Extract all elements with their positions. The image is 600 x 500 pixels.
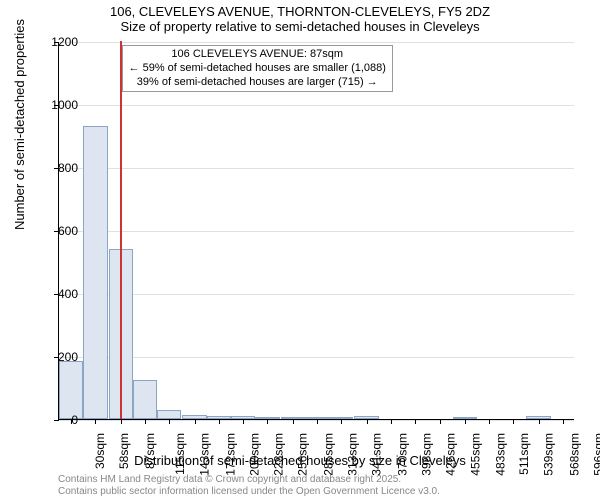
xtick-mark (317, 419, 318, 424)
xtick-label: 87sqm (143, 433, 157, 469)
xtick-mark (563, 419, 564, 424)
xtick-mark (293, 419, 294, 424)
xtick-label: 398sqm (420, 433, 434, 476)
xtick-label: 568sqm (567, 433, 581, 476)
title-block: 106, CLEVELEYS AVENUE, THORNTON-CLEVELEY… (0, 0, 600, 34)
xtick-label: 285sqm (321, 433, 335, 476)
xtick-label: 370sqm (395, 433, 409, 476)
xtick-label: 115sqm (173, 433, 187, 475)
property-infobox: 106 CLEVELEYS AVENUE: 87sqm ← 59% of sem… (122, 45, 393, 92)
xtick-label: 200sqm (248, 433, 262, 476)
xtick-label: 341sqm (370, 433, 384, 476)
ytick-label: 400 (58, 287, 78, 301)
title-line-2: Size of property relative to semi-detach… (0, 19, 600, 34)
y-axis-label: Number of semi-detached properties (12, 19, 27, 230)
xtick-mark (121, 419, 122, 424)
histogram-bar (133, 380, 157, 419)
xtick-label: 143sqm (198, 433, 212, 476)
ytick-label: 1200 (51, 35, 78, 49)
xtick-mark (513, 419, 514, 424)
xtick-label: 172sqm (223, 433, 237, 476)
xtick-mark (169, 419, 170, 424)
xtick-mark (243, 419, 244, 424)
xtick-label: 455sqm (469, 433, 483, 476)
ytick-label: 200 (58, 350, 78, 364)
title-line-1: 106, CLEVELEYS AVENUE, THORNTON-CLEVELEY… (0, 4, 600, 19)
xtick-mark (145, 419, 146, 424)
xtick-label: 426sqm (444, 433, 458, 476)
footer-line-1: Contains HM Land Registry data © Crown c… (58, 474, 440, 486)
chart-container: 106, CLEVELEYS AVENUE, THORNTON-CLEVELEY… (0, 0, 600, 500)
xtick-mark (415, 419, 416, 424)
xtick-label: 511sqm (517, 433, 531, 475)
gridline (59, 42, 574, 43)
ytick-label: 800 (58, 161, 78, 175)
ytick-label: 0 (71, 413, 78, 427)
ytick-label: 600 (58, 224, 78, 238)
xtick-mark (367, 419, 368, 424)
xtick-label: 256sqm (296, 433, 310, 476)
histogram-bar (59, 361, 83, 419)
xtick-mark (489, 419, 490, 424)
xtick-label: 596sqm (592, 433, 600, 476)
histogram-bar (83, 126, 107, 419)
ytick-label: 1000 (51, 98, 78, 112)
gridline (59, 231, 574, 232)
plot-area: 106 CLEVELEYS AVENUE: 87sqm ← 59% of sem… (58, 42, 574, 420)
xtick-label: 58sqm (118, 433, 132, 469)
xtick-mark (440, 419, 441, 424)
xtick-label: 483sqm (493, 433, 507, 476)
histogram-bar (157, 410, 181, 419)
xtick-mark (539, 419, 540, 424)
footer-attribution: Contains HM Land Registry data © Crown c… (58, 474, 440, 498)
xtick-mark (391, 419, 392, 424)
xtick-mark (465, 419, 466, 424)
xtick-label: 539sqm (542, 433, 556, 476)
gridline (59, 168, 574, 169)
gridline (59, 357, 574, 358)
ytick-mark (54, 420, 59, 421)
xtick-label: 313sqm (346, 433, 360, 476)
infobox-line-3: 39% of semi-detached houses are larger (… (129, 76, 386, 90)
xtick-mark (195, 419, 196, 424)
infobox-line-2: ← 59% of semi-detached houses are smalle… (129, 62, 386, 76)
footer-line-2: Contains public sector information licen… (58, 486, 440, 498)
gridline (59, 294, 574, 295)
infobox-line-1: 106 CLEVELEYS AVENUE: 87sqm (129, 48, 386, 62)
gridline (59, 105, 574, 106)
xtick-mark (219, 419, 220, 424)
xtick-mark (95, 419, 96, 424)
xtick-mark (267, 419, 268, 424)
xtick-label: 228sqm (272, 433, 286, 476)
property-marker-line (120, 41, 122, 419)
xtick-label: 30sqm (93, 433, 107, 469)
xtick-mark (341, 419, 342, 424)
